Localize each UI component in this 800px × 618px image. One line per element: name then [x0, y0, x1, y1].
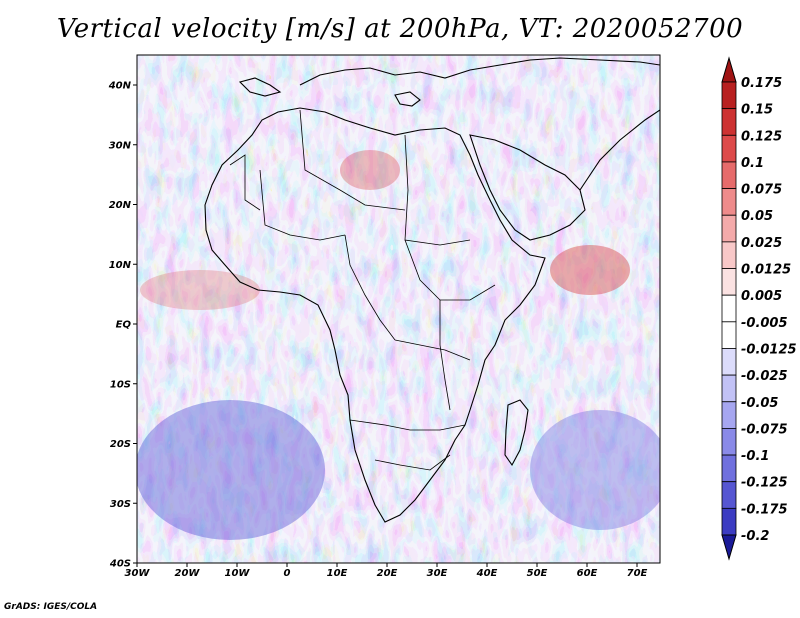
lon-tick-label: 10W	[225, 568, 251, 579]
colorbar-segment	[721, 268, 737, 296]
lon-tick-label: 20E	[377, 568, 398, 579]
lon-tick-label: 50E	[527, 568, 548, 579]
lat-tick-label: 30S	[110, 499, 131, 510]
colorbar-label: -0.0125	[741, 342, 797, 357]
lon-tick-label: 70E	[627, 568, 648, 579]
colorbar-label: -0.075	[741, 422, 788, 437]
colorbar-segment	[721, 321, 737, 349]
colorbar-label: -0.1	[741, 449, 769, 464]
colorbar-segment	[721, 428, 737, 456]
colorbar-segment	[721, 374, 737, 403]
colorbar-segment	[721, 401, 737, 429]
colorbar-label: 0.15	[741, 103, 773, 118]
lon-tick-label: 40E	[476, 568, 498, 579]
lat-tick-label: 20N	[109, 200, 132, 211]
lat-tick-label: EQ	[116, 320, 132, 331]
colorbar-label: 0.0125	[741, 263, 791, 278]
colorbar-segment	[721, 134, 737, 163]
lon-tick-label: 10E	[327, 568, 348, 579]
colorbar-bottom-arrow	[721, 534, 737, 561]
velocity-field	[137, 55, 660, 563]
lon-tick-label: 0	[284, 568, 291, 579]
coastlines	[204, 57, 660, 523]
longitude-axis: 30W 20W 10W 0 10E 20E 30E 40E 50E 60E 70E	[125, 563, 648, 579]
colorbar-label: 0.1	[741, 156, 764, 171]
lon-tick-label: 60E	[577, 568, 598, 579]
colorbar-segment	[721, 294, 737, 323]
footer-credit: GrADS: IGES/COLA	[4, 602, 98, 612]
colorbar-segment	[721, 108, 737, 136]
colorbar-segment	[721, 348, 737, 376]
lon-tick-label: 30E	[427, 568, 448, 579]
colorbar-label: 0.05	[741, 209, 773, 224]
lat-tick-label: 10S	[110, 379, 131, 390]
colorbar-label: -0.125	[741, 476, 788, 491]
colorbar-segment	[721, 507, 737, 536]
colorbar-label: 0.125	[741, 129, 782, 144]
colorbar-label: 0.005	[741, 289, 782, 304]
chart-title: Vertical velocity [m/s] at 200hPa, VT: 2…	[56, 14, 744, 44]
lat-tick-label: 40S	[109, 559, 131, 570]
colorbar-segment	[721, 454, 737, 483]
colorbar-label: -0.2	[741, 529, 769, 544]
lat-tick-label: 10N	[109, 260, 132, 271]
colorbar-label: 0.075	[741, 183, 782, 198]
colorbar-label: -0.175	[741, 502, 788, 517]
colorbar-label: -0.05	[741, 396, 778, 411]
colorbar-segment	[721, 188, 737, 216]
colorbar-label: -0.005	[741, 316, 788, 331]
colorbar-top-arrow	[721, 56, 737, 83]
colorbar-label: 0.175	[741, 76, 782, 91]
colorbar-segment	[721, 81, 737, 110]
map-frame	[136, 54, 661, 564]
lat-tick-label: 20S	[110, 439, 131, 450]
latitude-axis: 40N 30N 20N 10N EQ 10S 20S 30S 40S	[108, 81, 137, 570]
country-borders	[229, 109, 496, 471]
colorbar-segment	[721, 161, 737, 189]
colorbar-label: -0.025	[741, 369, 788, 384]
colorbar-segment	[721, 241, 737, 269]
lat-tick-label: 40N	[108, 81, 132, 92]
lat-tick-label: 30N	[109, 140, 132, 151]
colorbar-segment	[721, 214, 737, 243]
colorbar-segment	[721, 481, 737, 509]
colorbar: 0.175 0.15 0.125 0.1 0.075 0.05 0.025 0.0125 0.0…	[721, 56, 797, 561]
lon-tick-label: 20W	[175, 568, 201, 579]
colorbar-label: 0.025	[741, 236, 782, 251]
lon-tick-label: 30W	[125, 568, 151, 579]
